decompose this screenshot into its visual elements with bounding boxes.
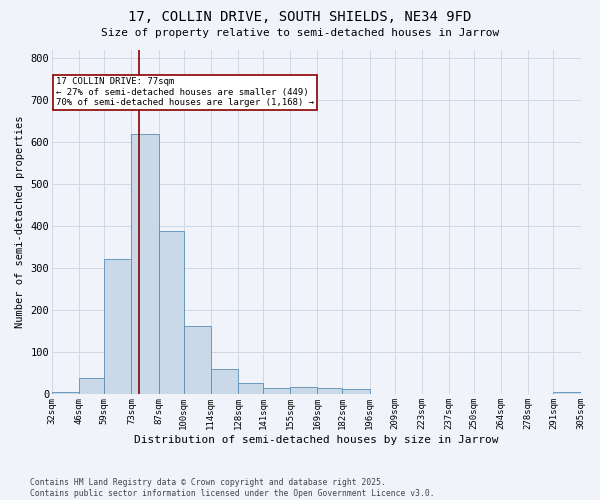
- Bar: [553, 392, 581, 394]
- Bar: [158, 230, 184, 394]
- Bar: [79, 378, 104, 394]
- Bar: [317, 388, 343, 394]
- Y-axis label: Number of semi-detached properties: Number of semi-detached properties: [15, 116, 25, 328]
- Bar: [290, 388, 317, 394]
- Text: Size of property relative to semi-detached houses in Jarrow: Size of property relative to semi-detach…: [101, 28, 499, 38]
- Bar: [184, 326, 211, 394]
- X-axis label: Distribution of semi-detached houses by size in Jarrow: Distribution of semi-detached houses by …: [134, 435, 499, 445]
- Bar: [263, 388, 290, 394]
- Bar: [238, 382, 263, 394]
- Text: 17 COLLIN DRIVE: 77sqm
← 27% of semi-detached houses are smaller (449)
70% of se: 17 COLLIN DRIVE: 77sqm ← 27% of semi-det…: [56, 78, 314, 107]
- Bar: [211, 369, 238, 394]
- Bar: [343, 390, 370, 394]
- Text: Contains HM Land Registry data © Crown copyright and database right 2025.
Contai: Contains HM Land Registry data © Crown c…: [30, 478, 434, 498]
- Bar: [52, 392, 79, 394]
- Text: 17, COLLIN DRIVE, SOUTH SHIELDS, NE34 9FD: 17, COLLIN DRIVE, SOUTH SHIELDS, NE34 9F…: [128, 10, 472, 24]
- Bar: [131, 134, 158, 394]
- Bar: [104, 259, 131, 394]
